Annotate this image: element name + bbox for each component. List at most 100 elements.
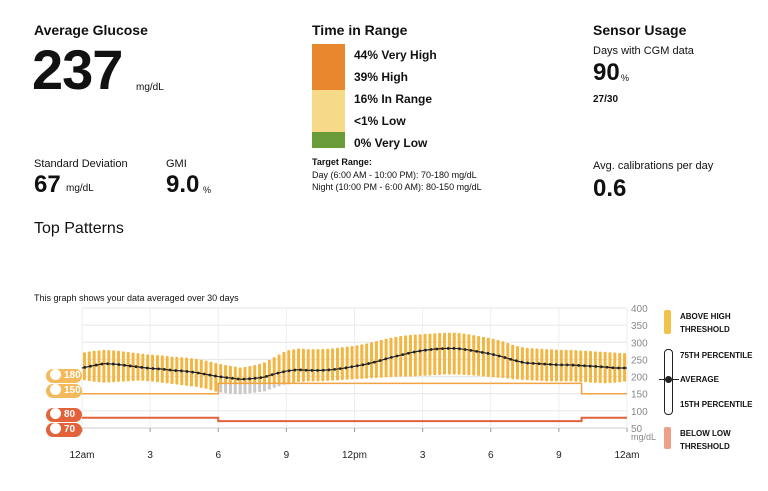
pattern-bar-above-high xyxy=(209,361,213,391)
pattern-bar-above-high xyxy=(340,347,344,381)
pattern-bar-above-high xyxy=(311,349,315,382)
day-low-threshold-value: 80 xyxy=(64,409,76,420)
std-dev-unit: mg/dL xyxy=(66,183,94,194)
tir-very-high-label: 44% Very High xyxy=(354,48,437,62)
average-point xyxy=(611,366,615,370)
sensor-usage-title: Sensor Usage xyxy=(593,22,687,38)
average-point xyxy=(412,350,416,354)
average-point xyxy=(338,367,342,371)
average-point xyxy=(282,370,285,374)
target-range-title: Target Range: xyxy=(312,157,372,167)
pattern-bar-above-high xyxy=(248,366,252,384)
average-point xyxy=(299,368,302,372)
pattern-bar-above-high xyxy=(579,350,583,383)
pattern-bar-above-high xyxy=(272,357,276,384)
days-cgm-value: 90 xyxy=(593,59,620,86)
x-tick-label: 9 xyxy=(556,450,562,461)
y-tick-label: 200 xyxy=(631,373,648,384)
average-point xyxy=(304,368,308,372)
night-low-threshold-value: 70 xyxy=(64,424,76,435)
legend-above-high: ABOVE HIGH THRESHOLD xyxy=(680,312,731,334)
x-tick-label: 6 xyxy=(488,450,494,461)
y-tick-label: 100 xyxy=(631,407,648,418)
legend-average-dot xyxy=(665,376,672,383)
gmi-unit: % xyxy=(203,185,212,195)
pattern-bar-above-high xyxy=(116,350,120,382)
average-point xyxy=(225,376,229,379)
pattern-bar-above-high xyxy=(452,332,456,375)
average-point xyxy=(208,373,212,377)
average-point xyxy=(577,364,581,367)
gmi-value: 9.0 xyxy=(166,171,200,198)
average-point xyxy=(509,357,513,361)
night-high-threshold-value: 150 xyxy=(64,385,81,396)
std-dev-value: 67 xyxy=(34,171,61,198)
average-point xyxy=(265,375,268,378)
average-point xyxy=(401,353,405,357)
days-cgm-unit: % xyxy=(621,73,630,83)
legend-below-low: BELOW LOW THRESHOLD xyxy=(680,429,731,451)
average-point xyxy=(435,347,439,351)
pattern-bar-above-high xyxy=(413,334,417,377)
average-point xyxy=(503,356,507,359)
pattern-bar-above-high xyxy=(243,366,247,384)
pattern-bar-above-high xyxy=(228,365,232,384)
pattern-bar-above-high xyxy=(224,364,228,384)
pattern-bar-above-high xyxy=(516,346,520,380)
average-point xyxy=(89,364,92,368)
pattern-bar-above-high xyxy=(267,359,271,384)
tir-very-low-bar xyxy=(312,132,345,148)
pattern-bar-above-high xyxy=(569,349,573,382)
tir-high-label: 39% High xyxy=(354,70,409,84)
average-point xyxy=(350,365,354,369)
pattern-bar-above-high xyxy=(335,347,339,381)
average-point xyxy=(355,364,359,368)
pattern-bar-above-high xyxy=(292,349,296,383)
average-point xyxy=(191,370,195,374)
pattern-bar-above-high xyxy=(374,341,378,378)
pattern-bar-in-range xyxy=(253,383,257,393)
average-point xyxy=(231,376,234,380)
graph-note: This graph shows your data averaged over… xyxy=(34,293,239,303)
pattern-bar-above-high xyxy=(238,367,242,384)
pattern-bar-in-range xyxy=(238,383,242,395)
pattern-bar-above-high xyxy=(370,342,374,379)
average-point xyxy=(219,375,223,379)
pattern-bar-above-high xyxy=(233,366,237,384)
pattern-bar-in-range xyxy=(248,383,252,394)
x-tick-label: 3 xyxy=(147,450,153,461)
average-point xyxy=(446,347,450,350)
night-high-threshold-pill: 150 xyxy=(46,383,82,398)
average-point xyxy=(321,368,325,372)
x-tick-label: 3 xyxy=(420,450,426,461)
pattern-bar-above-high xyxy=(277,354,281,384)
days-cgm-label: Days with CGM data xyxy=(593,45,694,57)
average-point xyxy=(128,364,132,368)
pattern-bar-above-high xyxy=(584,350,588,383)
average-point xyxy=(83,366,87,369)
average-point xyxy=(157,367,161,371)
pattern-bar-above-high xyxy=(121,351,125,382)
pattern-bar-in-range xyxy=(243,383,247,394)
pattern-bar-above-high xyxy=(545,349,549,382)
tir-in-range-label: 16% In Range xyxy=(354,92,433,106)
pattern-bar-above-high xyxy=(360,344,364,379)
average-point xyxy=(276,371,280,375)
moon-icon xyxy=(50,407,61,419)
pattern-bar-above-high xyxy=(457,332,461,375)
tir-very-low-label: 0% Very Low xyxy=(354,136,428,150)
average-point xyxy=(367,362,371,365)
average-point xyxy=(100,362,104,366)
average-point xyxy=(600,365,603,369)
average-point xyxy=(458,347,461,351)
legend-p15: 15TH PERCENTILE xyxy=(680,400,753,409)
pattern-bar-above-high xyxy=(472,335,476,376)
average-point xyxy=(123,363,126,367)
tir-in-range-bar xyxy=(312,90,345,132)
pattern-bar-above-high xyxy=(481,336,485,377)
average-point xyxy=(571,363,575,367)
average-point xyxy=(583,364,586,368)
avg-glucose-value: 237 xyxy=(32,38,123,101)
calibrations-value: 0.6 xyxy=(593,175,627,202)
